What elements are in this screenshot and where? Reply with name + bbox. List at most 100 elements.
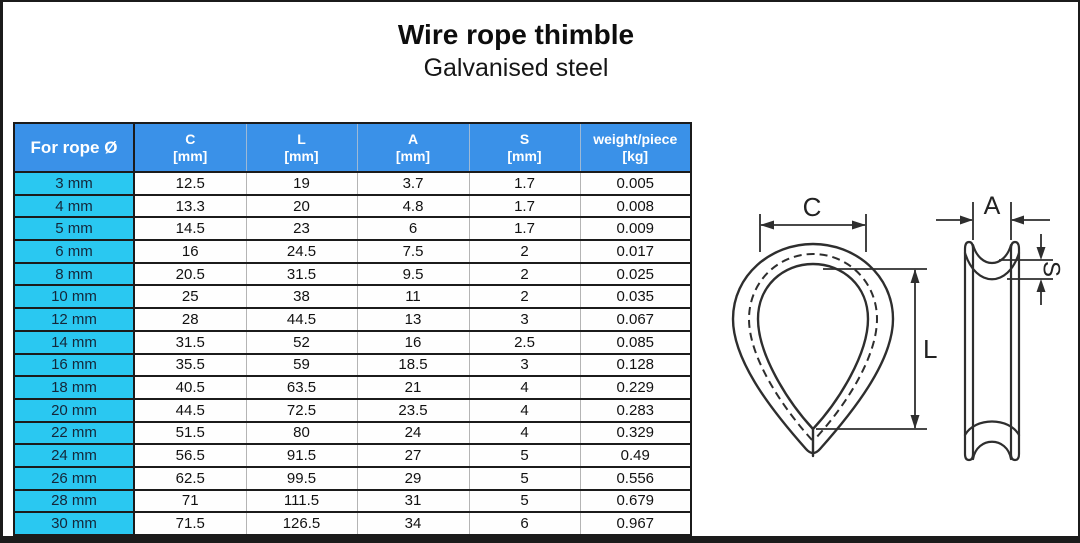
value-cell-w: 0.229: [579, 376, 691, 400]
rope-column-header: For rope Ø: [14, 123, 135, 173]
table-row: 30 mm 71.5 126.5 34 6 0.967: [14, 512, 691, 536]
value-cell-c: 71.5: [133, 512, 246, 536]
thimble-diagram: C L A S: [731, 192, 1065, 462]
value-cell-c: 20.5: [133, 262, 246, 287]
value-cell-s: 5: [468, 489, 580, 514]
value-cell-c: 28: [133, 308, 246, 332]
dim-label-a: A: [984, 192, 1001, 220]
value-cell-w: 0.005: [579, 172, 691, 196]
value-cell-s: 2: [468, 240, 580, 264]
value-cell-c: 16: [133, 240, 246, 264]
value-cell-s: 1.7: [468, 217, 580, 242]
a-dimension-arrows: [960, 215, 1024, 225]
value-cell-a: 24: [356, 421, 469, 446]
value-cell-c: 56.5: [133, 444, 246, 468]
rope-size-cell: 8 mm: [14, 262, 135, 287]
value-cell-s: 5: [468, 444, 580, 468]
column-unit: [mm]: [173, 147, 208, 164]
table-row: 4 mm 13.3 20 4.8 1.7 0.008: [14, 194, 691, 219]
s-dimension: [999, 234, 1053, 305]
side-left-rim: [963, 240, 975, 462]
rope-size-cell: 6 mm: [14, 240, 135, 264]
value-cell-c: 44.5: [133, 398, 246, 423]
rope-size-cell: 28 mm: [14, 489, 135, 514]
rope-size-cell: 5 mm: [14, 217, 135, 242]
value-cell-w: 0.49: [579, 444, 691, 468]
column-unit: [mm]: [284, 147, 319, 164]
value-cell-w: 0.035: [579, 285, 691, 310]
rope-size-cell: 10 mm: [14, 285, 135, 310]
value-cell-a: 34: [356, 512, 469, 536]
value-cell-s: 1.7: [468, 194, 580, 219]
value-cell-c: 35.5: [133, 353, 246, 378]
value-cell-a: 23.5: [356, 398, 469, 423]
value-cell-l: 99.5: [245, 466, 357, 491]
value-cell-s: 5: [468, 466, 580, 491]
value-cell-l: 59: [245, 353, 357, 378]
value-cell-s: 2: [468, 262, 580, 287]
value-cell-s: 4: [468, 376, 580, 400]
value-cell-s: 2.5: [468, 330, 580, 355]
value-cell-a: 16: [356, 330, 469, 355]
header-row: For rope Ø C [mm] L [mm] A [mm] S [mm] weight/pi…: [14, 123, 691, 173]
value-cell-s: 2: [468, 285, 580, 310]
table-row: 22 mm 51.5 80 24 4 0.329: [14, 421, 691, 446]
value-cell-l: 44.5: [245, 308, 357, 332]
value-cell-l: 24.5: [245, 240, 357, 264]
side-groove-bottom-far-edge: [963, 420, 1021, 437]
title-block: Wire rope thimble Galvanised steel: [3, 18, 1029, 84]
value-cell-a: 7.5: [356, 240, 469, 264]
page-title: Wire rope thimble: [397, 19, 635, 50]
value-cell-l: 52: [245, 330, 357, 355]
value-cell-s: 6: [468, 512, 580, 536]
value-cell-w: 0.283: [579, 398, 691, 423]
table-row: 10 mm 25 38 11 2 0.035: [14, 285, 691, 310]
column-header-2: A [mm]: [356, 123, 469, 173]
value-cell-l: 126.5: [245, 512, 357, 536]
value-cell-w: 0.967: [579, 512, 691, 536]
value-cell-l: 38: [245, 285, 357, 310]
dim-label-s: S: [1038, 261, 1065, 277]
side-groove-top-near-edge: [971, 243, 1013, 264]
column-name: weight/piece: [593, 130, 678, 147]
l-dimension-arrows: [910, 269, 920, 429]
l-dimension: [816, 268, 927, 430]
value-cell-w: 0.009: [579, 217, 691, 242]
value-cell-w: 0.017: [579, 240, 691, 264]
table-row: 28 mm 71 111.5 31 5 0.679: [14, 489, 691, 514]
value-cell-c: 71: [133, 489, 246, 514]
table-row: 18 mm 40.5 63.5 21 4 0.229: [14, 376, 691, 400]
side-groove-top-far-edge: [963, 251, 1021, 281]
value-cell-l: 31.5: [245, 262, 357, 287]
value-cell-l: 19: [245, 172, 357, 196]
column-name: S: [519, 130, 530, 147]
value-cell-w: 0.128: [579, 353, 691, 378]
value-cell-l: 72.5: [245, 398, 357, 423]
value-cell-c: 25: [133, 285, 246, 310]
value-cell-l: 80: [245, 421, 357, 446]
value-cell-c: 62.5: [133, 466, 246, 491]
thimble-outer-outline: [731, 242, 895, 455]
value-cell-s: 1.7: [468, 172, 580, 196]
bottom-border-bar: [3, 536, 1078, 543]
table-row: 14 mm 31.5 52 16 2.5 0.085: [14, 330, 691, 355]
value-cell-a: 3.7: [356, 172, 469, 196]
column-name: A: [407, 130, 419, 147]
value-cell-w: 0.329: [579, 421, 691, 446]
column-name: L: [297, 130, 306, 147]
table-row: 26 mm 62.5 99.5 29 5 0.556: [14, 466, 691, 491]
side-right-rim: [1009, 240, 1021, 462]
c-dimension: [759, 214, 867, 252]
value-cell-w: 0.025: [579, 262, 691, 287]
value-cell-s: 3: [468, 308, 580, 332]
value-cell-c: 51.5: [133, 421, 246, 446]
column-unit: [mm]: [395, 147, 431, 164]
column-name: C: [185, 130, 196, 147]
rope-size-cell: 14 mm: [14, 330, 135, 355]
rope-size-cell: 4 mm: [14, 194, 135, 219]
thimble-inner-outline: [756, 262, 870, 431]
rope-size-cell: 12 mm: [14, 308, 135, 332]
dim-label-c: C: [803, 192, 822, 222]
value-cell-a: 29: [356, 466, 469, 491]
